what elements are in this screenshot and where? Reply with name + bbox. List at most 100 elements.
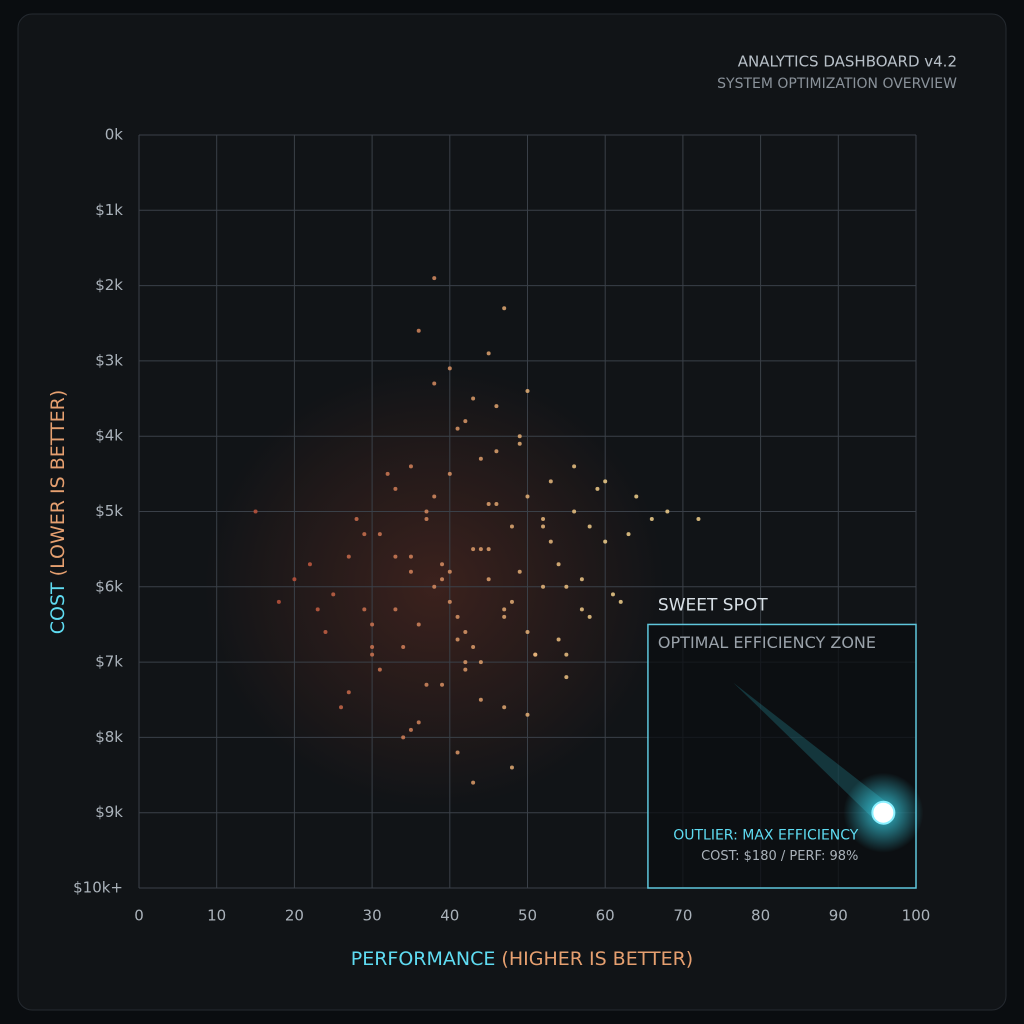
data-point bbox=[323, 629, 328, 634]
x-tick-label: 70 bbox=[673, 907, 692, 925]
data-point bbox=[447, 366, 452, 371]
data-point bbox=[587, 614, 592, 619]
data-point bbox=[432, 584, 437, 589]
data-point bbox=[626, 532, 631, 537]
data-point bbox=[447, 471, 452, 476]
data-point bbox=[595, 486, 600, 491]
x-tick-label: 0 bbox=[134, 907, 144, 925]
data-point bbox=[525, 494, 530, 499]
data-point bbox=[424, 517, 429, 522]
x-tick-label: 20 bbox=[285, 907, 304, 925]
data-point bbox=[447, 599, 452, 604]
x-tick-label: 30 bbox=[363, 907, 382, 925]
data-point bbox=[370, 645, 375, 650]
data-point bbox=[463, 419, 468, 424]
data-point bbox=[331, 592, 336, 597]
title: ANALYTICS DASHBOARD v4.2 bbox=[738, 53, 957, 71]
x-axis-title-main: PERFORMANCE bbox=[351, 948, 496, 970]
data-point bbox=[315, 607, 320, 612]
zone-label: SWEET SPOT bbox=[658, 595, 768, 615]
zone-sublabel: OPTIMAL EFFICIENCY ZONE bbox=[658, 633, 876, 652]
y-axis-title: COST (LOWER IS BETTER) bbox=[47, 390, 69, 635]
x-tick-label: 60 bbox=[596, 907, 615, 925]
y-axis-title-note: (LOWER IS BETTER) bbox=[47, 390, 69, 577]
outlier-detail: COST: $180 / PERF: 98% bbox=[701, 849, 858, 864]
data-point bbox=[579, 577, 584, 582]
data-point bbox=[424, 682, 429, 687]
data-point bbox=[440, 682, 445, 687]
outlier-trail bbox=[733, 682, 888, 821]
data-point bbox=[509, 765, 514, 770]
data-point bbox=[494, 449, 499, 454]
y-axis-title-main: COST bbox=[47, 582, 69, 634]
data-point bbox=[494, 404, 499, 409]
outlier-label: OUTLIER: MAX EFFICIENCY bbox=[673, 828, 859, 844]
data-point bbox=[393, 607, 398, 612]
y-tick-label: $4k bbox=[95, 427, 123, 445]
data-point bbox=[603, 479, 608, 484]
subtitle: SYSTEM OPTIMIZATION OVERVIEW bbox=[717, 76, 957, 92]
data-point bbox=[502, 306, 507, 311]
y-tick-label: $2k bbox=[95, 276, 123, 294]
data-point bbox=[502, 705, 507, 710]
data-point bbox=[618, 599, 623, 604]
data-point bbox=[339, 705, 344, 710]
data-point bbox=[665, 509, 670, 514]
data-point bbox=[525, 712, 530, 717]
data-point bbox=[541, 584, 546, 589]
data-point bbox=[478, 456, 483, 461]
data-point bbox=[401, 735, 406, 740]
data-point bbox=[564, 584, 569, 589]
data-point bbox=[307, 562, 312, 567]
data-point bbox=[463, 667, 468, 672]
data-point bbox=[440, 577, 445, 582]
data-point bbox=[649, 517, 654, 522]
data-point bbox=[346, 554, 351, 559]
data-point bbox=[463, 629, 468, 634]
data-point bbox=[478, 660, 483, 665]
data-point bbox=[416, 328, 421, 333]
data-point bbox=[556, 562, 561, 567]
data-point bbox=[346, 690, 351, 695]
data-point bbox=[509, 524, 514, 529]
data-point bbox=[393, 486, 398, 491]
data-point bbox=[393, 554, 398, 559]
data-point bbox=[486, 577, 491, 582]
data-point bbox=[440, 562, 445, 567]
y-tick-label: $9k bbox=[95, 803, 123, 821]
data-point bbox=[471, 780, 476, 785]
data-point bbox=[579, 607, 584, 612]
data-point bbox=[424, 509, 429, 514]
data-point bbox=[509, 599, 514, 604]
x-tick-label: 90 bbox=[829, 907, 848, 925]
data-point bbox=[572, 509, 577, 514]
y-tick-label: $6k bbox=[95, 577, 123, 595]
data-point bbox=[517, 434, 522, 439]
data-point bbox=[471, 645, 476, 650]
data-point bbox=[416, 720, 421, 725]
data-point bbox=[696, 517, 701, 522]
data-point bbox=[401, 645, 406, 650]
x-tick-label: 10 bbox=[207, 907, 226, 925]
data-point bbox=[494, 501, 499, 506]
data-point bbox=[517, 441, 522, 446]
data-point bbox=[548, 479, 553, 484]
data-point bbox=[253, 509, 258, 514]
x-tick-label: 40 bbox=[440, 907, 459, 925]
data-point bbox=[478, 697, 483, 702]
data-point bbox=[525, 389, 530, 394]
data-point bbox=[354, 517, 359, 522]
x-axis-title-note: (HIGHER IS BETTER) bbox=[501, 948, 693, 970]
data-point bbox=[408, 727, 413, 732]
data-point bbox=[455, 614, 460, 619]
y-tick-label: $5k bbox=[95, 502, 123, 520]
data-point bbox=[517, 569, 522, 574]
data-point bbox=[634, 494, 639, 499]
x-axis-title: PERFORMANCE (HIGHER IS BETTER) bbox=[351, 948, 693, 970]
y-tick-label: $8k bbox=[95, 728, 123, 746]
data-point bbox=[408, 554, 413, 559]
y-tick-label: $3k bbox=[95, 351, 123, 369]
data-point bbox=[370, 622, 375, 627]
data-point bbox=[564, 675, 569, 680]
